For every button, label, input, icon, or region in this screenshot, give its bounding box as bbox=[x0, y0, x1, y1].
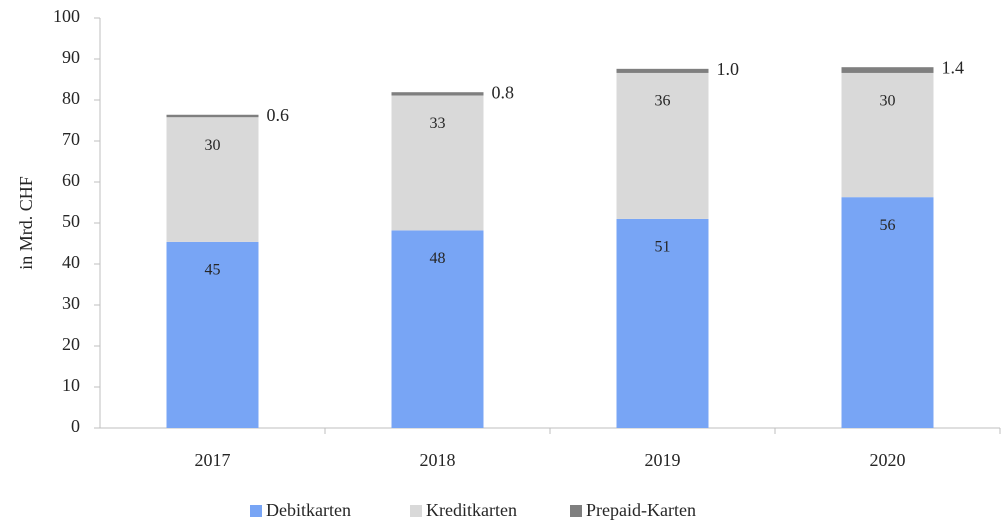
data-label: 0.8 bbox=[492, 82, 515, 102]
legend-swatch bbox=[250, 505, 262, 517]
legend-swatch bbox=[410, 505, 422, 517]
y-axis-title: in Mrd. CHF bbox=[16, 176, 36, 270]
data-label: 33 bbox=[430, 115, 446, 132]
x-tick-label: 2017 bbox=[195, 450, 231, 470]
bar-segment bbox=[841, 67, 934, 73]
bar-segment bbox=[391, 230, 484, 428]
y-tick-label: 10 bbox=[62, 375, 80, 395]
bar-segment bbox=[616, 218, 709, 428]
data-label: 30 bbox=[880, 93, 896, 110]
data-label: 0.6 bbox=[267, 105, 290, 125]
y-tick-label: 0 bbox=[71, 416, 80, 436]
data-label: 30 bbox=[205, 137, 221, 154]
legend-label: Kreditkarten bbox=[426, 500, 517, 520]
data-label: 36 bbox=[655, 93, 671, 110]
y-tick-label: 50 bbox=[62, 211, 80, 231]
y-tick-label: 60 bbox=[62, 170, 80, 190]
bar-segment bbox=[391, 95, 484, 231]
y-tick-label: 80 bbox=[62, 88, 80, 108]
bar-segment bbox=[391, 92, 484, 96]
y-tick-label: 30 bbox=[62, 293, 80, 313]
data-label: 48 bbox=[430, 250, 446, 267]
bar-segment bbox=[841, 72, 934, 198]
bar-segment bbox=[166, 117, 259, 242]
x-tick-label: 2018 bbox=[420, 450, 456, 470]
y-tick-label: 70 bbox=[62, 129, 80, 149]
bar-segment bbox=[841, 197, 934, 428]
bar-segment bbox=[166, 241, 259, 428]
data-label: 51 bbox=[655, 239, 671, 256]
data-label: 1.0 bbox=[717, 59, 740, 79]
data-label: 45 bbox=[205, 262, 221, 279]
bar-segment bbox=[616, 72, 709, 219]
data-label: 56 bbox=[880, 217, 896, 234]
bar-segment bbox=[616, 68, 709, 73]
x-tick-label: 2020 bbox=[870, 450, 906, 470]
y-tick-label: 40 bbox=[62, 252, 80, 272]
legend-swatch bbox=[570, 505, 582, 517]
legend-label: Prepaid-Karten bbox=[586, 500, 696, 520]
y-tick-label: 90 bbox=[62, 47, 80, 67]
bar-segment bbox=[166, 114, 259, 118]
legend-label: Debitkarten bbox=[266, 500, 351, 520]
y-tick-label: 100 bbox=[53, 6, 80, 26]
y-tick-label: 20 bbox=[62, 334, 80, 354]
x-tick-label: 2019 bbox=[645, 450, 681, 470]
data-label: 1.4 bbox=[942, 57, 965, 77]
